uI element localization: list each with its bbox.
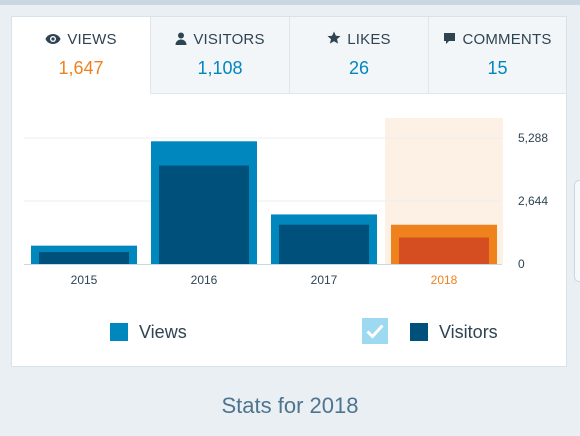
tab-views[interactable]: VIEWS 1,647 (12, 17, 150, 94)
y-tick-label: 5,288 (518, 131, 548, 145)
stats-tabs: VIEWS 1,647 VISITORS 1,108 LIKES 26 (12, 17, 566, 94)
tab-comments[interactable]: COMMENTS 15 (428, 17, 566, 94)
legend-views-swatch (110, 323, 128, 341)
tab-comments-label: COMMENTS (462, 31, 552, 48)
tab-views-label: VIEWS (67, 31, 117, 48)
chart-legend: Views Visitors (12, 317, 566, 347)
comment-icon (444, 33, 456, 44)
y-tick-label: 2,644 (518, 194, 548, 208)
top-divider (0, 0, 580, 5)
tab-likes-label: LIKES (347, 31, 391, 48)
tab-views-value: 1,647 (58, 58, 104, 78)
y-tick-label: 0 (518, 257, 525, 271)
eye-icon (45, 34, 61, 44)
x-tick-label-2015: 2015 (71, 273, 98, 287)
tab-visitors[interactable]: VISITORS 1,108 (150, 17, 289, 94)
x-tick-label-2016: 2016 (191, 273, 218, 287)
legend-views-label: Views (139, 321, 187, 342)
x-tick-label-2018: 2018 (431, 273, 458, 287)
bar-visitors-2016[interactable] (159, 165, 249, 264)
stats-period-title: Stats for 2018 (221, 393, 359, 418)
visitors-toggle-checkbox[interactable] (362, 318, 388, 344)
tab-visitors-label: VISITORS (193, 31, 265, 48)
tab-likes[interactable]: LIKES 26 (289, 17, 428, 94)
legend-views: Views (110, 317, 187, 347)
bar-visitors-2015[interactable] (39, 252, 129, 264)
legend-visitors: Visitors (410, 317, 498, 347)
legend-visitors-swatch (410, 323, 428, 341)
x-tick-label-2017: 2017 (311, 273, 338, 287)
bar-visitors-2017[interactable] (279, 224, 369, 264)
stats-bar-chart: 5,288 2,644 0 2015 2016 2017 2018 (24, 118, 548, 287)
star-icon (327, 31, 341, 44)
scrollbar-handle[interactable] (574, 180, 580, 282)
bar-visitors-2018[interactable] (399, 237, 489, 264)
tab-visitors-value: 1,108 (197, 58, 243, 78)
person-icon (175, 32, 187, 45)
tab-comments-value: 15 (487, 58, 508, 78)
legend-visitors-label: Visitors (439, 321, 498, 342)
stats-card: VIEWS 1,647 VISITORS 1,108 LIKES 26 (12, 17, 566, 366)
tab-likes-value: 26 (348, 58, 370, 78)
checkmark-icon (366, 324, 384, 339)
